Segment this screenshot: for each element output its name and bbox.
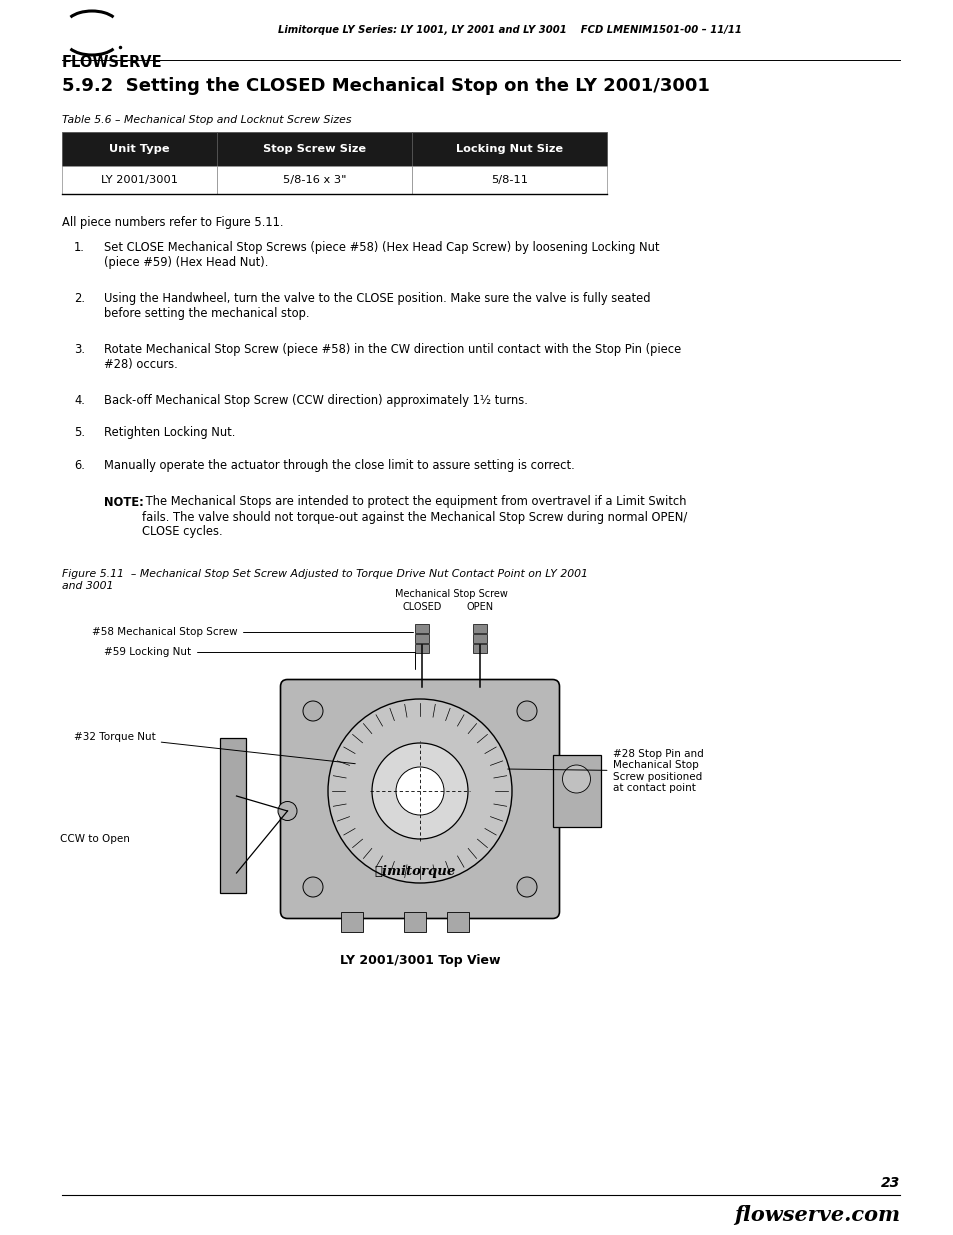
Text: CCW to Open: CCW to Open xyxy=(60,834,130,844)
Text: LY 2001/3001 Top View: LY 2001/3001 Top View xyxy=(339,953,499,967)
Bar xyxy=(62,132,216,165)
Bar xyxy=(219,739,245,893)
Text: Unit Type: Unit Type xyxy=(109,144,170,154)
Text: Figure 5.11  – Mechanical Stop Set Screw Adjusted to Torque Drive Nut Contact Po: Figure 5.11 – Mechanical Stop Set Screw … xyxy=(62,569,587,590)
Circle shape xyxy=(277,802,296,820)
FancyBboxPatch shape xyxy=(280,679,558,919)
Text: Using the Handwheel, turn the valve to the CLOSE position. Make sure the valve i: Using the Handwheel, turn the valve to t… xyxy=(104,291,650,320)
Text: Manually operate the actuator through the close limit to assure setting is corre: Manually operate the actuator through th… xyxy=(104,459,574,472)
Text: 1.: 1. xyxy=(74,241,85,254)
Text: #32 Torque Nut: #32 Torque Nut xyxy=(74,732,355,763)
Text: #59 Locking Nut: #59 Locking Nut xyxy=(104,646,415,668)
Text: Back-off Mechanical Stop Screw (CCW direction) approximately 1½ turns.: Back-off Mechanical Stop Screw (CCW dire… xyxy=(104,394,527,408)
Circle shape xyxy=(303,877,323,897)
Circle shape xyxy=(372,743,468,839)
Text: 3.: 3. xyxy=(74,343,85,356)
Text: 5/8-16 x 3": 5/8-16 x 3" xyxy=(282,175,346,185)
Bar xyxy=(415,634,429,642)
Text: Rotate Mechanical Stop Screw (piece #58) in the CW direction until contact with : Rotate Mechanical Stop Screw (piece #58)… xyxy=(104,343,680,370)
Circle shape xyxy=(562,764,590,793)
Circle shape xyxy=(395,767,443,815)
Text: flowserve.com: flowserve.com xyxy=(733,1205,899,1225)
Text: 5/8-11: 5/8-11 xyxy=(491,175,527,185)
Bar xyxy=(412,165,606,194)
Circle shape xyxy=(517,877,537,897)
Circle shape xyxy=(517,701,537,721)
Text: FLOWSERVE: FLOWSERVE xyxy=(62,56,162,70)
Text: Table 5.6 – Mechanical Stop and Locknut Screw Sizes: Table 5.6 – Mechanical Stop and Locknut … xyxy=(62,115,351,125)
Text: #58 Mechanical Stop Screw: #58 Mechanical Stop Screw xyxy=(91,626,413,636)
Bar xyxy=(473,643,486,652)
Circle shape xyxy=(328,699,512,883)
Bar xyxy=(552,755,599,827)
Text: 4.: 4. xyxy=(74,394,85,408)
Text: Locking Nut Size: Locking Nut Size xyxy=(456,144,562,154)
Text: ℒimitorque: ℒimitorque xyxy=(374,864,456,878)
Text: All piece numbers refer to Figure 5.11.: All piece numbers refer to Figure 5.11. xyxy=(62,216,283,228)
Circle shape xyxy=(303,701,323,721)
Bar xyxy=(412,132,606,165)
Text: CLOSED: CLOSED xyxy=(402,603,441,613)
Bar xyxy=(340,911,363,931)
Bar xyxy=(216,132,412,165)
Bar xyxy=(473,634,486,642)
Bar xyxy=(403,911,426,931)
Text: LY 2001/3001: LY 2001/3001 xyxy=(101,175,178,185)
Text: Retighten Locking Nut.: Retighten Locking Nut. xyxy=(104,426,235,440)
Text: Stop Screw Size: Stop Screw Size xyxy=(263,144,366,154)
Bar xyxy=(447,911,469,931)
Bar xyxy=(415,624,429,632)
Text: 2.: 2. xyxy=(74,291,85,305)
Text: 5.9.2  Setting the CLOSED Mechanical Stop on the LY 2001/3001: 5.9.2 Setting the CLOSED Mechanical Stop… xyxy=(62,77,709,95)
Text: #28 Stop Pin and
Mechanical Stop
Screw positioned
at contact point: #28 Stop Pin and Mechanical Stop Screw p… xyxy=(507,748,702,793)
Text: NOTE:: NOTE: xyxy=(104,495,144,509)
Text: OPEN: OPEN xyxy=(466,603,493,613)
Text: The Mechanical Stops are intended to protect the equipment from overtravel if a : The Mechanical Stops are intended to pro… xyxy=(142,495,686,538)
Text: 23: 23 xyxy=(880,1176,899,1191)
Text: Mechanical Stop Screw: Mechanical Stop Screw xyxy=(395,589,507,599)
Text: Set CLOSE Mechanical Stop Screws (piece #58) (Hex Head Cap Screw) by loosening L: Set CLOSE Mechanical Stop Screws (piece … xyxy=(104,241,659,269)
Bar xyxy=(62,165,216,194)
Text: Limitorque LY Series: LY 1001, LY 2001 and LY 3001    FCD LMENIM1501-00 – 11/11: Limitorque LY Series: LY 1001, LY 2001 a… xyxy=(277,25,741,35)
Bar xyxy=(216,165,412,194)
Bar xyxy=(415,643,429,652)
Bar xyxy=(473,624,486,632)
Text: 6.: 6. xyxy=(74,459,85,472)
Text: 5.: 5. xyxy=(74,426,85,440)
